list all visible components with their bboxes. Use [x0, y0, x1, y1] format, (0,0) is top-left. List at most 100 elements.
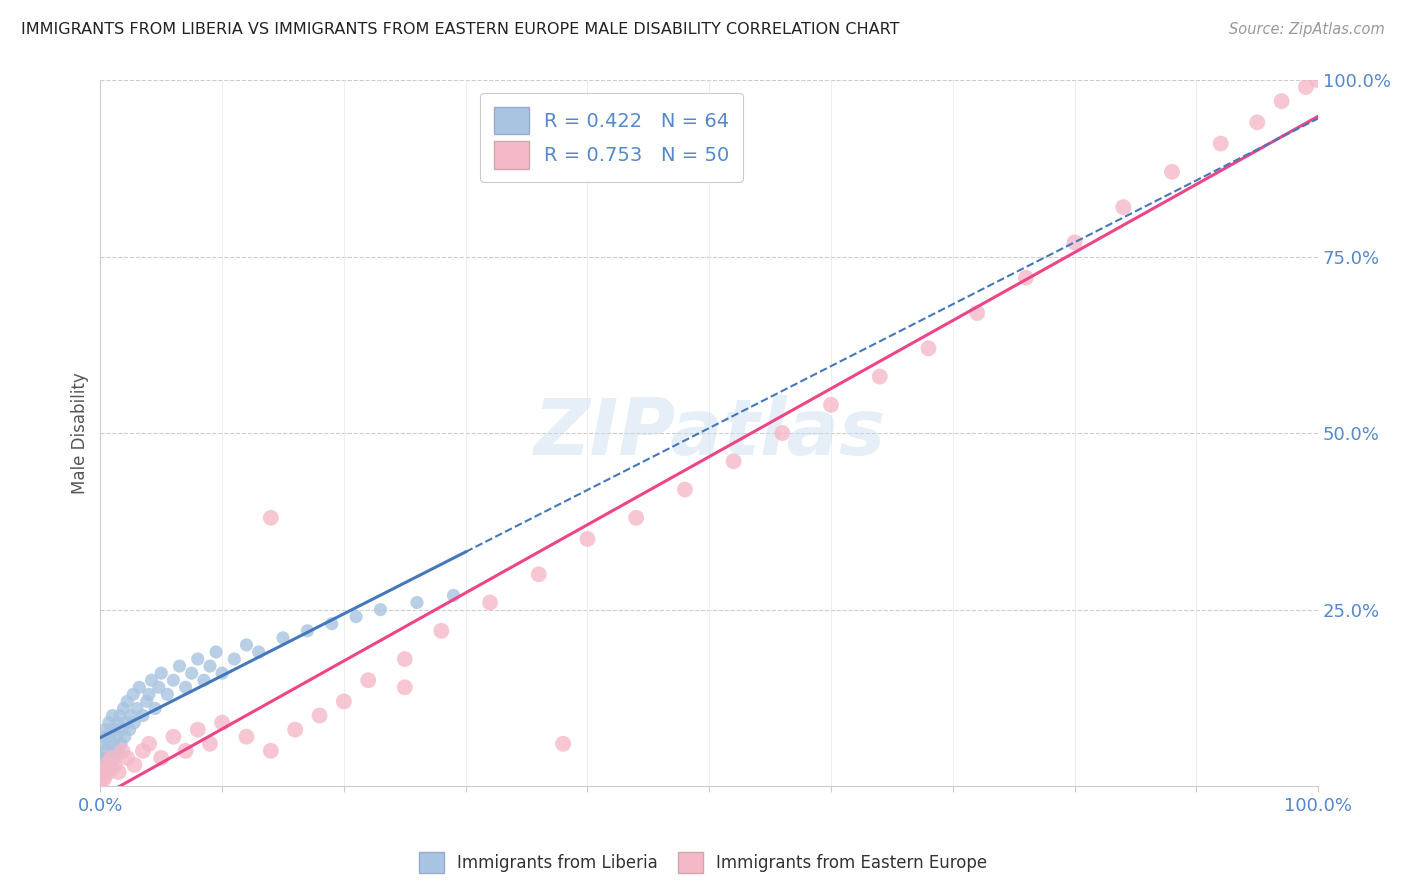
Point	[101, 744, 124, 758]
Point	[124, 758, 146, 772]
Point	[917, 341, 939, 355]
Point	[169, 659, 191, 673]
Legend: Immigrants from Liberia, Immigrants from Eastern Europe: Immigrants from Liberia, Immigrants from…	[412, 846, 994, 880]
Point	[104, 723, 127, 737]
Point	[138, 687, 160, 701]
Point	[187, 723, 209, 737]
Point	[187, 652, 209, 666]
Point	[90, 751, 112, 765]
Point	[111, 744, 134, 758]
Point	[820, 398, 842, 412]
Point	[96, 764, 118, 779]
Point	[553, 737, 575, 751]
Point	[174, 744, 197, 758]
Point	[93, 730, 115, 744]
Point	[224, 652, 246, 666]
Point	[284, 723, 307, 737]
Legend: R = 0.422   N = 64, R = 0.753   N = 50: R = 0.422 N = 64, R = 0.753 N = 50	[481, 94, 744, 182]
Point	[150, 666, 173, 681]
Point	[443, 589, 465, 603]
Point	[107, 764, 129, 779]
Point	[101, 708, 124, 723]
Point	[93, 758, 115, 772]
Point	[104, 751, 127, 765]
Point	[108, 708, 131, 723]
Point	[1271, 94, 1294, 108]
Point	[107, 744, 129, 758]
Point	[321, 616, 343, 631]
Point	[100, 758, 122, 772]
Point	[406, 595, 429, 609]
Point	[357, 673, 380, 688]
Point	[94, 751, 117, 765]
Point	[124, 715, 146, 730]
Point	[394, 680, 416, 694]
Point	[479, 595, 502, 609]
Point	[94, 723, 117, 737]
Text: IMMIGRANTS FROM LIBERIA VS IMMIGRANTS FROM EASTERN EUROPE MALE DISABILITY CORREL: IMMIGRANTS FROM LIBERIA VS IMMIGRANTS FR…	[21, 22, 900, 37]
Y-axis label: Male Disability: Male Disability	[72, 372, 89, 494]
Point	[148, 680, 170, 694]
Point	[105, 730, 128, 744]
Point	[104, 758, 127, 772]
Point	[91, 737, 114, 751]
Point	[235, 638, 257, 652]
Point	[723, 454, 745, 468]
Point	[394, 652, 416, 666]
Point	[132, 744, 155, 758]
Point	[869, 369, 891, 384]
Point	[180, 666, 202, 681]
Point	[96, 744, 118, 758]
Point	[162, 673, 184, 688]
Point	[125, 701, 148, 715]
Point	[1209, 136, 1232, 151]
Point	[98, 751, 121, 765]
Point	[96, 758, 118, 772]
Point	[122, 687, 145, 701]
Point	[260, 510, 283, 524]
Point	[1246, 115, 1268, 129]
Point	[344, 609, 367, 624]
Point	[308, 708, 330, 723]
Point	[211, 666, 233, 681]
Point	[198, 659, 221, 673]
Point	[260, 744, 283, 758]
Point	[370, 602, 392, 616]
Point	[111, 723, 134, 737]
Point	[138, 737, 160, 751]
Point	[112, 701, 135, 715]
Point	[105, 715, 128, 730]
Point	[624, 510, 647, 524]
Point	[118, 723, 141, 737]
Point	[297, 624, 319, 638]
Point	[156, 687, 179, 701]
Point	[103, 737, 125, 751]
Point	[430, 624, 453, 638]
Point	[247, 645, 270, 659]
Point	[966, 306, 988, 320]
Point	[1295, 80, 1317, 95]
Point	[97, 758, 120, 772]
Point	[115, 751, 138, 765]
Point	[115, 715, 138, 730]
Point	[333, 694, 356, 708]
Point	[141, 673, 163, 688]
Point	[97, 715, 120, 730]
Point	[91, 764, 114, 779]
Point	[271, 631, 294, 645]
Point	[673, 483, 696, 497]
Point	[162, 730, 184, 744]
Text: Source: ZipAtlas.com: Source: ZipAtlas.com	[1229, 22, 1385, 37]
Point	[100, 723, 122, 737]
Point	[110, 737, 132, 751]
Point	[235, 730, 257, 744]
Point	[114, 730, 136, 744]
Point	[135, 694, 157, 708]
Point	[576, 532, 599, 546]
Point	[100, 751, 122, 765]
Point	[1112, 200, 1135, 214]
Point	[174, 680, 197, 694]
Point	[211, 715, 233, 730]
Point	[91, 764, 114, 779]
Point	[1015, 270, 1038, 285]
